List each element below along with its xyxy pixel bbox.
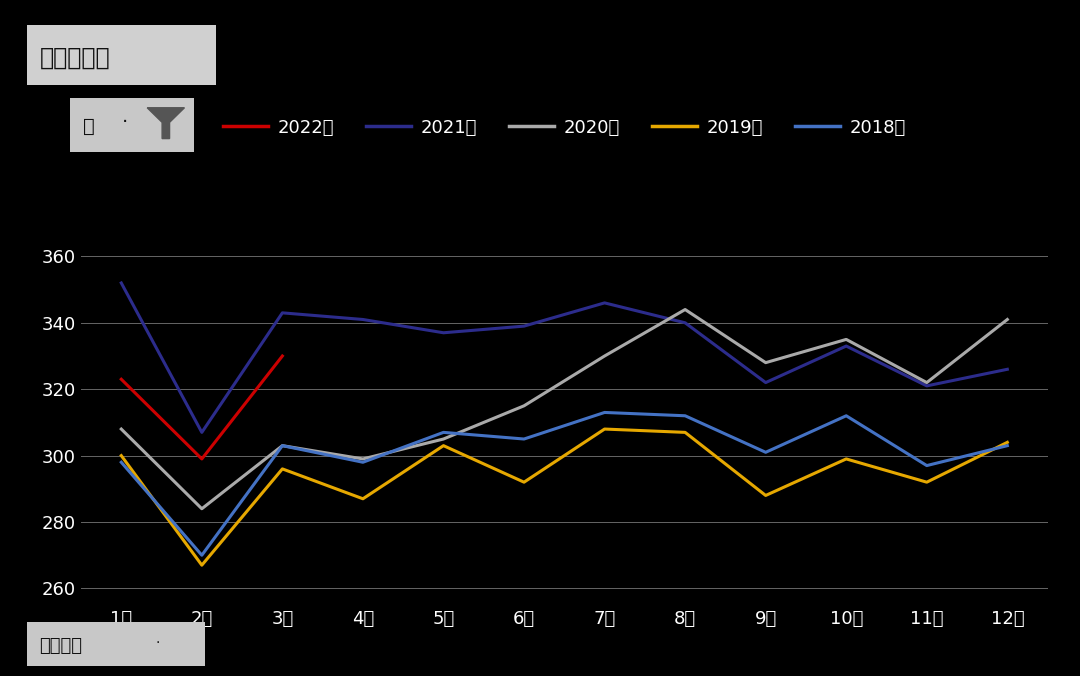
2021年 bbox=[1001, 365, 1014, 373]
2018年 bbox=[840, 412, 853, 420]
2021年 bbox=[356, 316, 369, 324]
2019年 bbox=[517, 478, 530, 486]
2020年 bbox=[114, 425, 127, 433]
2019年 bbox=[920, 478, 933, 486]
2021年 bbox=[517, 322, 530, 330]
2021年 bbox=[114, 279, 127, 287]
Text: 指标名称: 指标名称 bbox=[40, 637, 82, 655]
2019年 bbox=[275, 465, 288, 473]
2022年 bbox=[195, 455, 208, 463]
2021年 bbox=[275, 309, 288, 317]
2018年 bbox=[195, 551, 208, 559]
2020年 bbox=[517, 402, 530, 410]
2018年 bbox=[356, 458, 369, 466]
2018年 bbox=[275, 441, 288, 450]
2021年 bbox=[678, 319, 691, 327]
2019年 bbox=[840, 455, 853, 463]
2022年 bbox=[114, 375, 127, 383]
2018年 bbox=[598, 408, 611, 416]
2019年 bbox=[598, 425, 611, 433]
2019年 bbox=[437, 441, 450, 450]
2020年 bbox=[598, 352, 611, 360]
2021年 bbox=[437, 329, 450, 337]
Legend: 2022年, 2021年, 2020年, 2019年, 2018年: 2022年, 2021年, 2020年, 2019年, 2018年 bbox=[216, 112, 913, 144]
2020年 bbox=[920, 379, 933, 387]
2021年 bbox=[759, 379, 772, 387]
2021年 bbox=[840, 342, 853, 350]
2019年 bbox=[356, 495, 369, 503]
Line: 2021年: 2021年 bbox=[121, 283, 1008, 433]
2018年 bbox=[678, 412, 691, 420]
2020年 bbox=[759, 358, 772, 366]
Line: 2019年: 2019年 bbox=[121, 429, 1008, 565]
2021年 bbox=[920, 382, 933, 390]
2018年 bbox=[517, 435, 530, 443]
2021年 bbox=[598, 299, 611, 307]
Line: 2020年: 2020年 bbox=[121, 310, 1008, 509]
2018年 bbox=[759, 448, 772, 456]
2019年 bbox=[1001, 438, 1014, 446]
2018年 bbox=[114, 458, 127, 466]
2020年 bbox=[1001, 316, 1014, 324]
2020年 bbox=[195, 505, 208, 513]
2020年 bbox=[356, 455, 369, 463]
Text: ·: · bbox=[156, 636, 160, 650]
Line: 2022年: 2022年 bbox=[121, 356, 282, 459]
2019年 bbox=[195, 561, 208, 569]
2020年 bbox=[678, 306, 691, 314]
2021年 bbox=[195, 429, 208, 437]
2019年 bbox=[114, 452, 127, 460]
2018年 bbox=[437, 429, 450, 437]
Text: 年: 年 bbox=[83, 117, 94, 136]
Text: ·: · bbox=[122, 113, 129, 132]
2018年 bbox=[920, 462, 933, 470]
2022年 bbox=[275, 352, 288, 360]
2018年 bbox=[1001, 441, 1014, 450]
Polygon shape bbox=[147, 107, 185, 139]
Text: 表观消费量: 表观消费量 bbox=[40, 46, 111, 70]
2020年 bbox=[437, 435, 450, 443]
2019年 bbox=[678, 429, 691, 437]
2020年 bbox=[840, 335, 853, 343]
2020年 bbox=[275, 441, 288, 450]
2019年 bbox=[759, 491, 772, 500]
Line: 2018年: 2018年 bbox=[121, 412, 1008, 555]
